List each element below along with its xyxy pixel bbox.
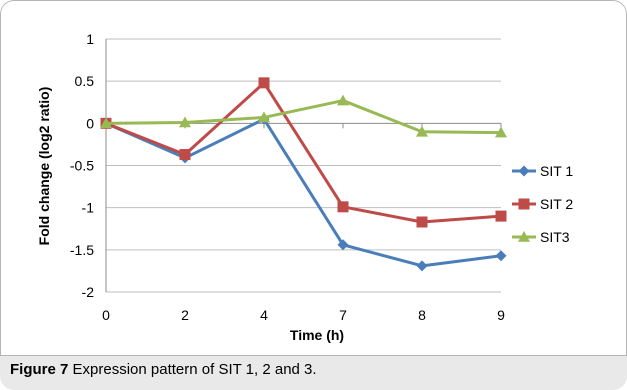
y-tick-label: -1 (82, 200, 95, 216)
legend-entry: SIT 2 (512, 196, 573, 212)
y-tick-label: 0.5 (75, 73, 95, 89)
y-axis-label: Fold change (log2 ratio) (36, 87, 52, 246)
x-tick-label: 0 (102, 307, 110, 323)
data-point (258, 111, 270, 123)
y-tick-label: 0 (86, 115, 94, 131)
y-tick-label: -2 (82, 284, 95, 300)
series (100, 77, 507, 272)
series-line (105, 81, 502, 224)
legend: SIT 1 SIT 2 SIT3 (512, 163, 573, 245)
legend-marker (518, 198, 530, 210)
x-tick-labels: 0 2 4 7 8 9 (102, 307, 505, 323)
data-point (337, 94, 349, 106)
legend-entry: SIT3 (512, 229, 570, 245)
data-point (337, 201, 349, 213)
legend-label: SIT3 (540, 229, 570, 245)
legend-marker (518, 231, 530, 242)
legend-label: SIT 2 (540, 196, 573, 212)
x-tick-label: 4 (260, 307, 268, 323)
gridlines (106, 38, 501, 293)
caption-label: Figure 7 (10, 361, 69, 378)
data-point (337, 239, 349, 251)
y-tick-label: 1 (86, 31, 94, 47)
series-group (100, 113, 507, 272)
data-point (416, 125, 428, 137)
figure-caption: Figure 7 Expression pattern of SIT 1, 2 … (10, 361, 317, 378)
data-point (179, 116, 191, 128)
series-group (100, 94, 507, 138)
x-tick-label: 2 (181, 307, 189, 323)
data-point (495, 250, 507, 262)
data-point (416, 216, 428, 228)
series-line (105, 99, 502, 135)
x-tick-label: 8 (418, 307, 426, 323)
x-axis-label: Time (h) (290, 327, 344, 343)
series-line (105, 117, 502, 268)
data-point (258, 77, 270, 89)
y-tick-labels: 1 0.5 0 -0.5 -1 -1.5 -2 (70, 31, 94, 300)
data-point (495, 210, 507, 222)
y-tick-label: -1.5 (70, 242, 94, 258)
legend-marker (518, 165, 530, 177)
data-point (495, 126, 507, 138)
legend-label: SIT 1 (540, 163, 573, 179)
caption-text: Expression pattern of SIT 1, 2 and 3. (72, 361, 317, 378)
y-tick-label: -0.5 (70, 158, 94, 174)
data-point (100, 117, 112, 129)
data-point (416, 260, 428, 272)
series-group (100, 77, 507, 228)
data-point (179, 149, 191, 161)
legend-entry: SIT 1 (512, 163, 573, 179)
x-tick-label: 9 (497, 307, 505, 323)
x-tick-label: 7 (339, 307, 347, 323)
